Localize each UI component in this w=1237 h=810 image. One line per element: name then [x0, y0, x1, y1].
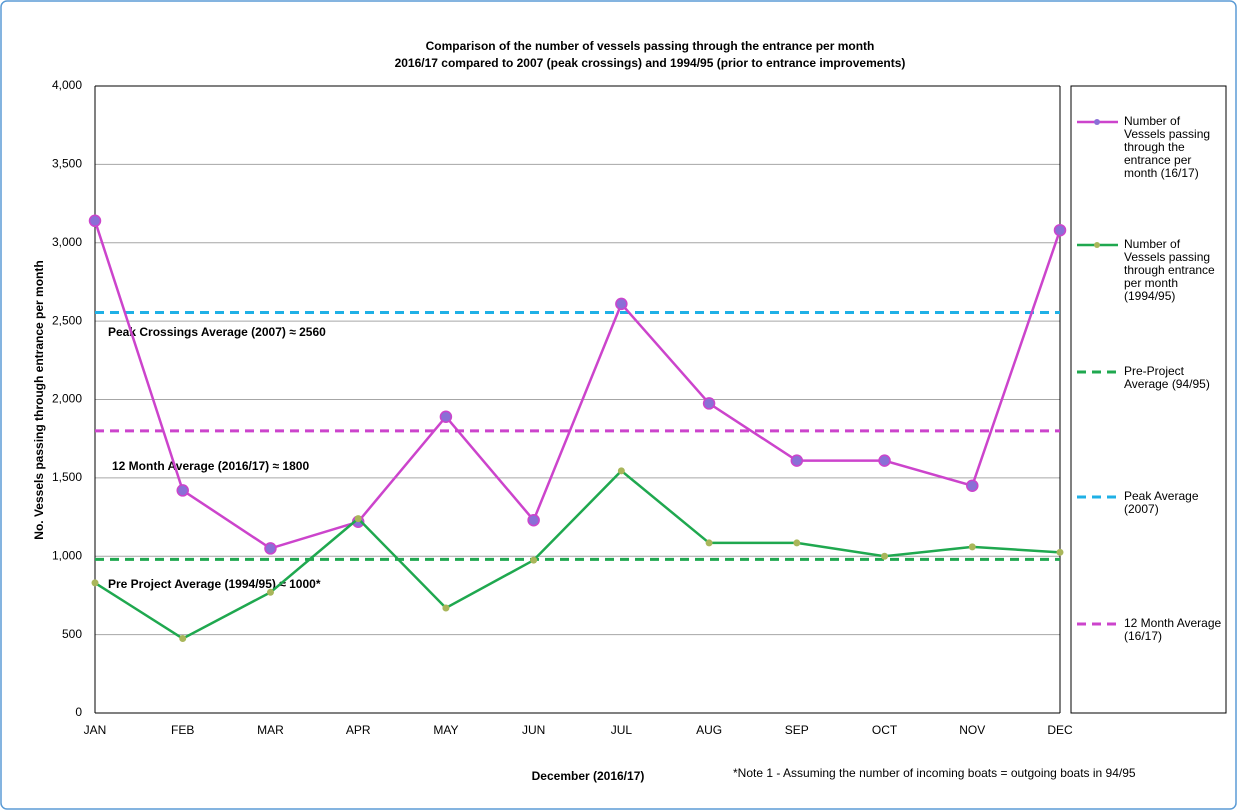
- data-point: [878, 454, 891, 467]
- legend-label: Pre-Project Average (94/95): [1124, 364, 1210, 391]
- data-point: [527, 513, 540, 527]
- legend-label: Number of Vessels passing through the entra…: [1124, 114, 1210, 180]
- data-point: [91, 579, 99, 587]
- annotation: Pre Project Average (1994/95) ≈ 1000*: [108, 577, 321, 591]
- x-axis-label: December (2016/17): [532, 769, 645, 783]
- data-line: [94, 469, 1061, 640]
- x-tick-label: JUN: [522, 723, 545, 737]
- annotation: Peak Crossings Average (2007) ≈ 2560: [108, 325, 326, 339]
- x-tick-label: DEC: [1047, 723, 1073, 737]
- chart-title: Comparison of the number of vessels pass…: [426, 39, 875, 53]
- legend-label: Peak Average (2007): [1124, 489, 1199, 516]
- x-tick-label: JAN: [84, 723, 107, 737]
- data-point: [439, 410, 453, 423]
- y-tick-label: 1,000: [52, 548, 82, 562]
- data-point: [88, 214, 102, 228]
- x-tick-label: SEP: [785, 723, 809, 737]
- y-tick-label: 4,000: [52, 78, 82, 92]
- y-tick-label: 3,500: [52, 157, 82, 171]
- x-tick-label: AUG: [696, 723, 722, 737]
- y-tick-label: 2,500: [52, 313, 82, 327]
- x-tick-label: FEB: [171, 723, 194, 737]
- data-point: [702, 397, 716, 410]
- data-point: [176, 484, 189, 497]
- x-tick-label: MAY: [433, 723, 458, 737]
- data-point: [1053, 223, 1067, 237]
- data-point: [615, 297, 628, 311]
- data-point: [264, 542, 277, 555]
- chart-title: 2016/17 compared to 2007 (peak crossings…: [395, 56, 906, 70]
- data-point: [705, 539, 713, 547]
- y-axis-label: No. Vessels passing through entrance per…: [32, 260, 46, 539]
- data-point: [881, 552, 889, 560]
- legend-label: 12 Month Average (16/17): [1124, 616, 1222, 643]
- y-tick-label: 500: [62, 627, 82, 641]
- data-point: [354, 515, 362, 523]
- data-point: [442, 604, 450, 612]
- x-tick-label: NOV: [959, 723, 985, 737]
- data-point: [266, 588, 274, 596]
- data-point: [1056, 548, 1064, 556]
- y-tick-label: 2,000: [52, 392, 82, 406]
- legend-marker: [1094, 242, 1100, 248]
- data-point: [617, 467, 625, 475]
- data-line: [93, 220, 1062, 550]
- data-point: [790, 454, 804, 467]
- data-point: [793, 539, 801, 547]
- y-tick-label: 1,500: [52, 470, 82, 484]
- x-tick-label: OCT: [872, 723, 898, 737]
- legend-label: Number of Vessels passing through entrance…: [1124, 237, 1215, 303]
- annotation: 12 Month Average (2016/17) ≈ 1800: [112, 459, 309, 473]
- x-tick-label: MAR: [257, 723, 284, 737]
- x-tick-label: APR: [346, 723, 371, 737]
- x-tick-label: JUL: [611, 723, 633, 737]
- y-tick-label: 3,000: [52, 235, 82, 249]
- note: *Note 1 - Assuming the number of incomin…: [733, 766, 1136, 780]
- data-point: [530, 556, 538, 564]
- y-tick-label: 0: [75, 705, 82, 719]
- legend-marker: [1094, 119, 1100, 125]
- data-point: [966, 479, 979, 492]
- legend-box: [1070, 85, 1227, 714]
- data-point: [968, 543, 976, 551]
- data-point: [179, 635, 187, 643]
